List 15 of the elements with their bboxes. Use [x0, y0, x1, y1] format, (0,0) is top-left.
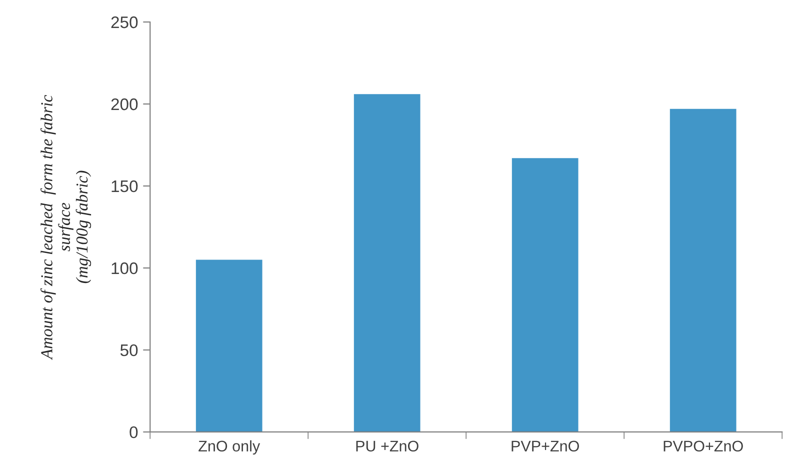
x-tick-label: PVP+ZnO: [512, 440, 579, 452]
x-tick-label: PVPO+ZnO: [664, 440, 743, 452]
y-tick-label: 0: [130, 426, 138, 438]
bar: [354, 94, 420, 432]
y-tick-label: 200: [111, 98, 138, 110]
y-axis-title: Amount of zinc leached form the fabric surface (mg/100g fabric): [40, 95, 92, 360]
y-tick-label: 100: [112, 262, 138, 274]
y-tick-label: 250: [111, 16, 138, 28]
bar: [670, 108, 736, 432]
x-tick-label: ZnO only: [198, 440, 260, 455]
x-tick-label: PU +ZnO: [356, 440, 418, 452]
bar: [512, 158, 578, 432]
bar: [196, 260, 262, 432]
y-tick-label: 150: [112, 180, 138, 192]
y-tick-label: 50: [120, 344, 138, 356]
